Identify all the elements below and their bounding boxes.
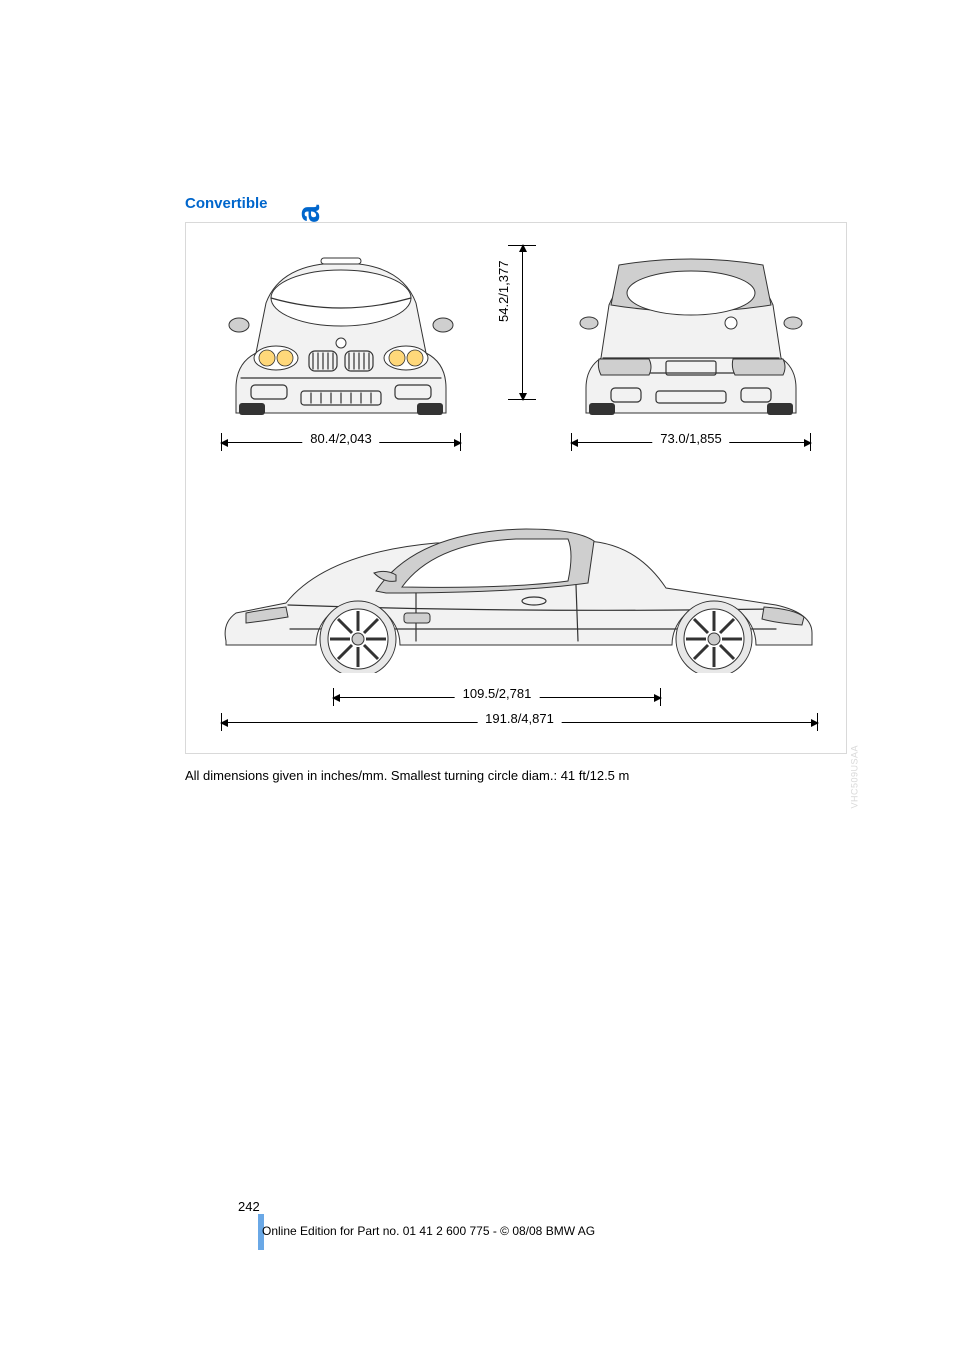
wheelbase-dimension: 109.5/2,781 (333, 688, 661, 706)
dimensions-diagram: 54.2/1,377 (185, 222, 847, 754)
length-dimension: 191.8/4,871 (221, 713, 818, 731)
car-side-illustration (216, 513, 816, 673)
rear-width-value: 73.0/1,855 (652, 431, 729, 446)
content-area: Convertible (185, 195, 865, 783)
car-rear-illustration (571, 243, 811, 418)
wheelbase-value: 109.5/2,781 (455, 686, 540, 701)
side-row: 109.5/2,781 191.8/4,871 (186, 513, 846, 743)
front-width-value: 80.4/2,043 (302, 431, 379, 446)
footer-text: Online Edition for Part no. 01 41 2 600 … (262, 1224, 595, 1238)
length-value: 191.8/4,871 (477, 711, 562, 726)
rear-width-dimension: 73.0/1,855 (571, 433, 811, 451)
height-value: 54.2/1,377 (496, 261, 511, 322)
page-number: 242 (238, 1199, 260, 1214)
diagram-watermark: VHC509USAA (850, 745, 860, 809)
section-heading: Convertible (185, 195, 865, 212)
front-width-dimension: 80.4/2,043 (221, 433, 461, 451)
top-row: 54.2/1,377 (186, 233, 846, 463)
diagram-caption: All dimensions given in inches/mm. Small… (185, 768, 865, 783)
car-front-illustration (221, 243, 461, 418)
